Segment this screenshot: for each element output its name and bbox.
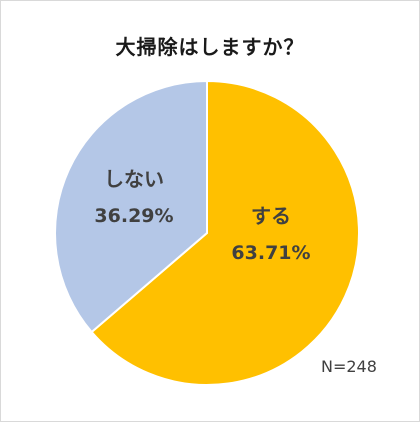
slice-value-label: 36.29% bbox=[94, 205, 173, 227]
slice-value-label: 63.71% bbox=[231, 242, 310, 264]
pie-slice-suru bbox=[90, 79, 360, 386]
slice-category-label: しない bbox=[104, 167, 164, 191]
sample-size-note: N=248 bbox=[321, 357, 377, 376]
chart-title: 大掃除はしますか？ bbox=[115, 35, 305, 59]
slice-category-label: する bbox=[251, 204, 291, 228]
pie-slice-shinai bbox=[54, 79, 208, 334]
